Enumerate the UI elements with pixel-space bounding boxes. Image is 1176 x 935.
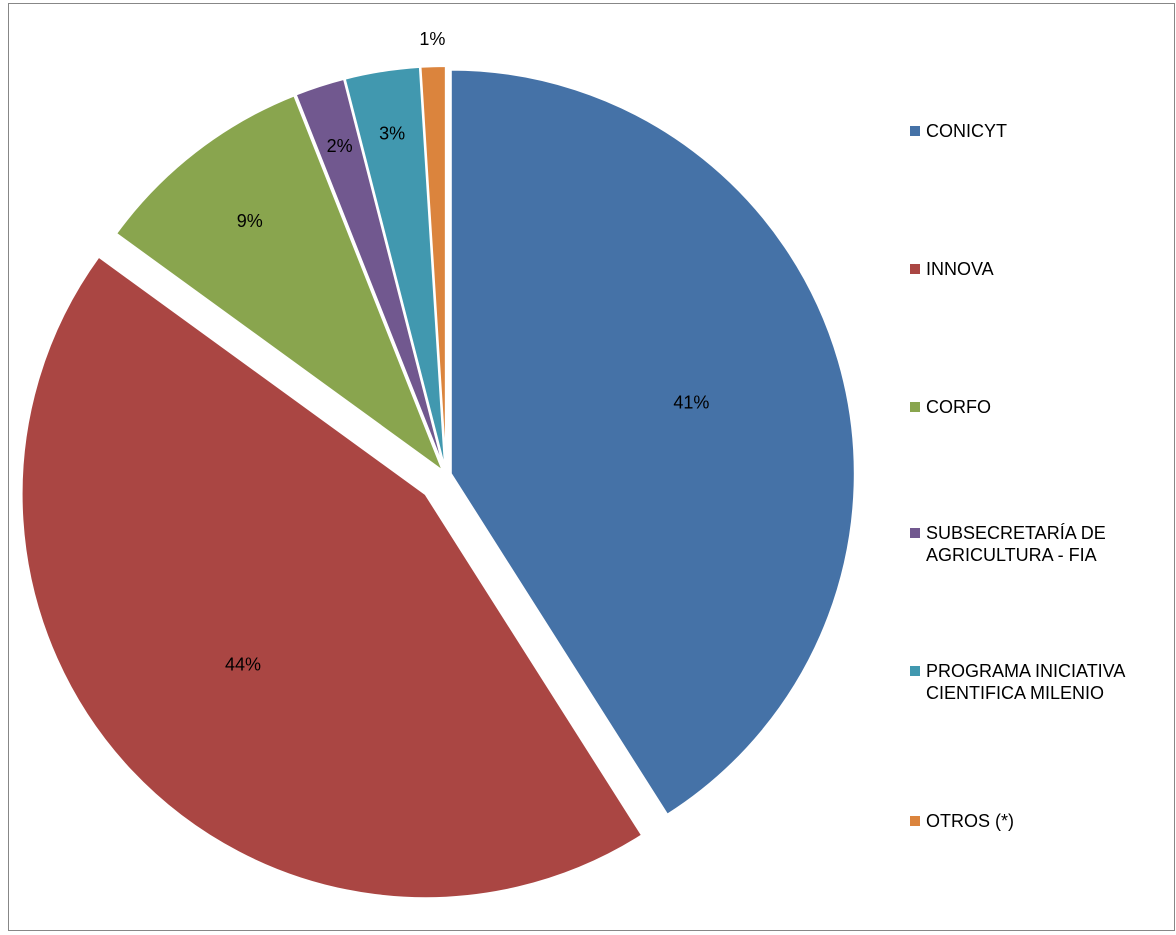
legend-item-subsecretaria: SUBSECRETARÍA DE AGRICULTURA - FIA xyxy=(910,522,1146,566)
legend-swatch xyxy=(910,666,920,676)
slice-data-label: 9% xyxy=(237,211,263,231)
legend-item-corfo: CORFO xyxy=(910,396,1146,418)
legend-item-programa: PROGRAMA INICIATIVA CIENTIFICA MILENIO xyxy=(910,660,1146,704)
legend-label: CONICYT xyxy=(926,121,1007,141)
slice-data-label: 41% xyxy=(673,392,709,412)
legend-label: CORFO xyxy=(926,397,991,417)
legend-item-conicyt: CONICYT xyxy=(910,120,1146,142)
legend-swatch xyxy=(910,126,920,136)
legend-label: INNOVA xyxy=(926,259,994,279)
pie-slice-labels: 41% 44% 9% 2% 3% 1% xyxy=(225,29,709,674)
slice-data-label: 3% xyxy=(379,124,405,144)
legend-swatch xyxy=(910,528,920,538)
legend-label: SUBSECRETARÍA DE AGRICULTURA - FIA xyxy=(926,523,1106,565)
slice-data-label: 1% xyxy=(419,29,445,49)
legend-swatch xyxy=(910,402,920,412)
pie-slices xyxy=(20,65,856,900)
legend-item-otros: OTROS (*) xyxy=(910,810,1146,832)
chart-legend: CONICYT INNOVA CORFO SUBSECRETARÍA DE AG… xyxy=(910,0,1170,930)
pie-slice-otros xyxy=(419,65,447,471)
legend-label: PROGRAMA INICIATIVA CIENTIFICA MILENIO xyxy=(926,661,1125,703)
legend-swatch xyxy=(910,816,920,826)
legend-swatch xyxy=(910,264,920,274)
pie-slice-corfo xyxy=(114,94,446,474)
legend-label: OTROS (*) xyxy=(926,811,1014,831)
pie-slice-innova xyxy=(20,255,644,900)
slice-data-label: 2% xyxy=(327,136,353,156)
slice-data-label: 44% xyxy=(225,654,261,674)
legend-item-innova: INNOVA xyxy=(910,258,1146,280)
pie-slice-conicyt xyxy=(449,68,856,817)
